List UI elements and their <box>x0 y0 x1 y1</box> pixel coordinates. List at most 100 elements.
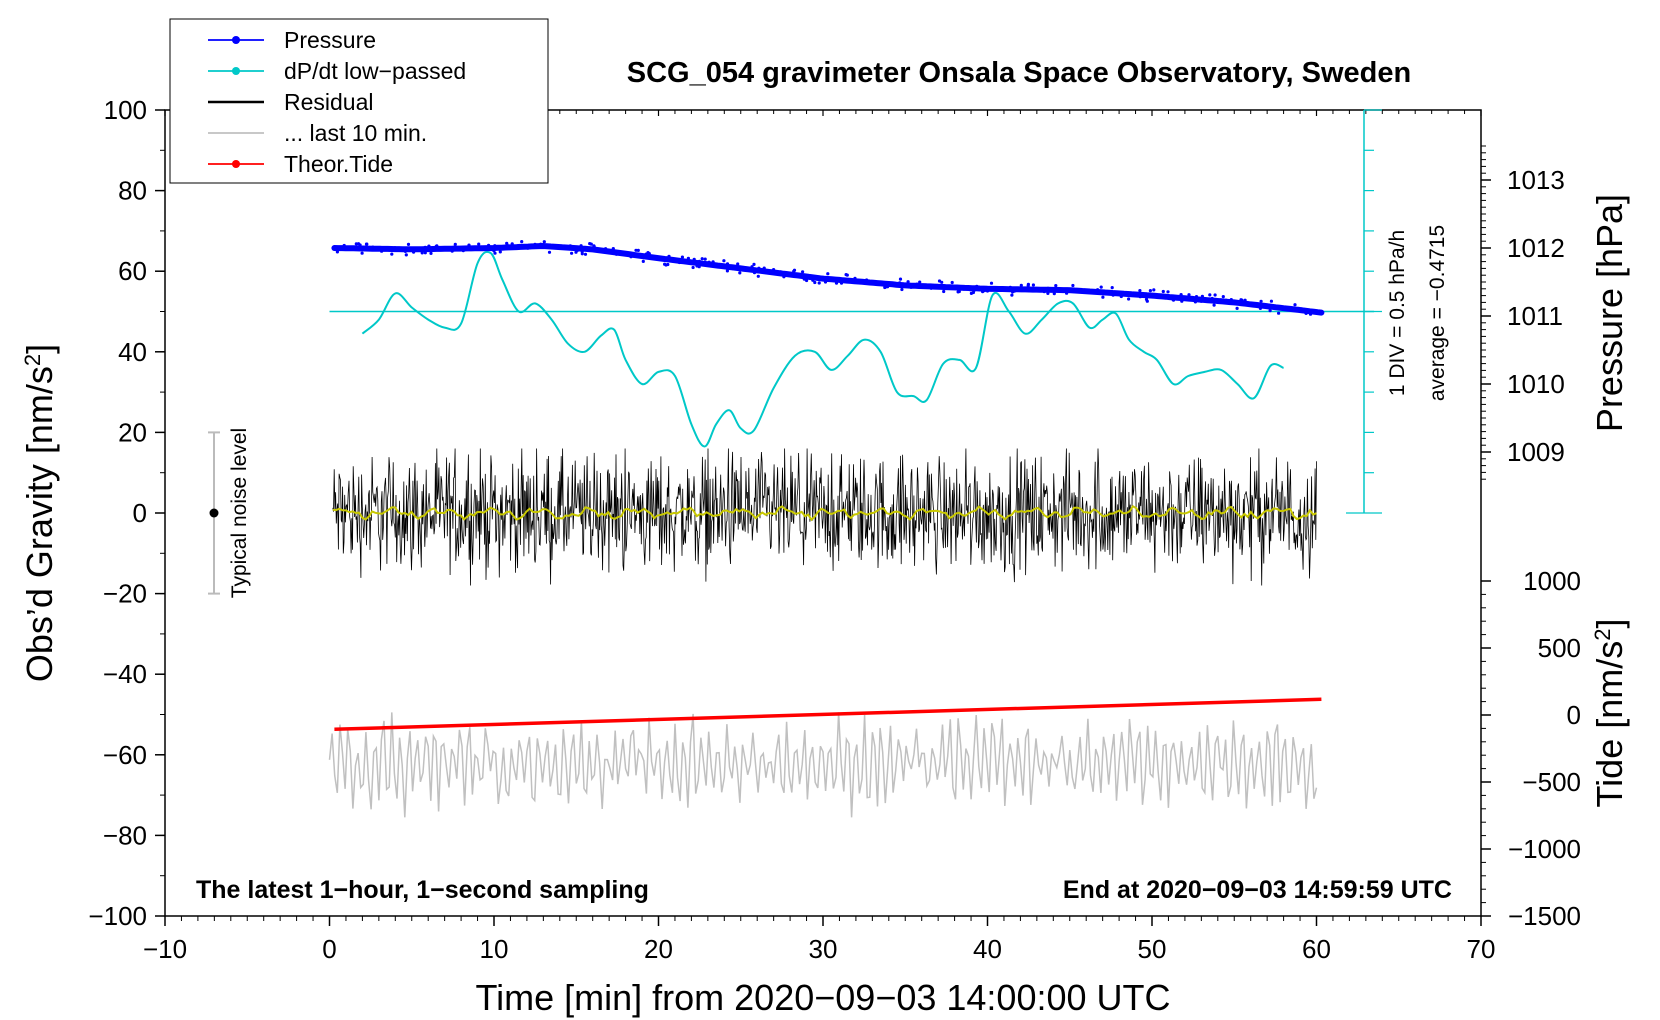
pressure-point <box>1180 299 1184 303</box>
pressure-point <box>1200 294 1204 298</box>
pressure-point <box>1219 298 1223 302</box>
pressure-point <box>453 242 457 246</box>
pressure-point <box>580 250 584 254</box>
pressure-point <box>1138 295 1142 299</box>
pressure-point <box>981 290 985 294</box>
pressure-point <box>461 249 465 253</box>
pressure-tick-label: 1009 <box>1507 437 1565 467</box>
pressure-point <box>684 260 688 264</box>
legend-label: Residual <box>284 89 374 115</box>
pressure-point <box>434 244 438 249</box>
pressure-point <box>540 244 545 248</box>
pressure-point <box>1052 292 1056 296</box>
pressure-point <box>1170 297 1174 301</box>
y-tick-label: 0 <box>133 498 147 528</box>
pressure-point <box>380 249 384 253</box>
pressure-point <box>393 246 397 250</box>
pressure-point <box>498 250 502 254</box>
pressure-point <box>1229 298 1233 302</box>
pressure-point <box>575 248 580 252</box>
pressure-point <box>533 242 537 246</box>
pressure-point <box>652 255 656 259</box>
x-axis: −10 0 10 20 30 40 50 60 70 <box>143 110 1495 964</box>
pressure-point <box>813 280 817 285</box>
tide-tick-label: 0 <box>1567 700 1581 730</box>
average-label: average = −0.4715 <box>1426 225 1449 401</box>
pressure-point <box>956 290 960 294</box>
pressure-point <box>1122 292 1126 297</box>
pressure-point <box>762 266 766 270</box>
pressure-point <box>950 280 954 285</box>
pressure-point <box>934 285 938 289</box>
pressure-point <box>839 281 844 285</box>
noise-level-indicator <box>208 431 220 595</box>
legend-label: Pressure <box>284 27 376 53</box>
pressure-point <box>805 278 809 283</box>
pressure-point <box>1010 293 1014 297</box>
pressure-point <box>722 259 726 263</box>
pressure-point <box>547 250 552 254</box>
pressure-point <box>388 247 393 251</box>
pressure-point <box>542 240 546 244</box>
y-tick-label: −60 <box>103 740 147 770</box>
pressure-point <box>825 276 829 280</box>
pressure-point <box>450 249 454 253</box>
pressure-point <box>487 243 491 247</box>
pressure-point <box>1110 286 1114 290</box>
pressure-point <box>1224 298 1228 302</box>
pressure-point <box>677 260 682 265</box>
pressure-point <box>371 245 375 249</box>
pressure-point <box>1152 288 1156 292</box>
legend-label: ... last 10 min. <box>284 120 427 146</box>
pressure-point <box>333 247 337 251</box>
last-10-min-line <box>328 712 1318 818</box>
y-axis-tide: 1000 500 0 −500 −1000 −1500 <box>1481 566 1581 931</box>
pressure-point <box>465 247 469 251</box>
pressure-point <box>493 251 497 255</box>
pressure-point <box>962 287 966 291</box>
pressure-point <box>647 252 651 256</box>
residual-smoothed-line <box>332 504 1317 522</box>
pressure-point <box>1156 294 1160 298</box>
pressure-point <box>1026 284 1030 288</box>
pressure-point <box>782 275 786 279</box>
pressure-point <box>985 289 990 293</box>
pressure-point <box>1187 293 1191 297</box>
pressure-point <box>1208 293 1212 297</box>
pressure-point <box>801 270 805 274</box>
sampling-note: The latest 1−hour, 1−second sampling <box>196 876 649 904</box>
pressure-point <box>354 242 358 246</box>
pressure-point <box>636 248 640 252</box>
y-tick-label: −40 <box>103 659 147 689</box>
pressure-point <box>667 254 671 258</box>
pressure-point <box>1212 303 1216 307</box>
x-axis-title: Time [min] from 2020−09−03 14:00:00 UTC <box>475 977 1170 1018</box>
tide-tick-label: 1000 <box>1523 566 1581 596</box>
pressure-point <box>1042 290 1046 294</box>
legend-marker <box>232 36 240 44</box>
pressure-point <box>817 281 821 285</box>
y-axis-title-tide: Tide [nm/s2] <box>1589 619 1630 808</box>
pressure-point <box>1001 288 1005 292</box>
pressure-point <box>1138 289 1142 293</box>
pressure-point <box>1308 312 1313 316</box>
pressure-point <box>608 249 612 253</box>
pressure-point <box>1193 300 1197 304</box>
pressure-point <box>1299 307 1303 311</box>
pressure-point <box>1031 283 1035 287</box>
pressure-point <box>929 286 933 290</box>
pressure-point <box>918 280 922 284</box>
pressure-point <box>1148 289 1152 293</box>
pressure-point <box>772 268 776 272</box>
pressure-point <box>686 256 691 260</box>
x-tick-label: −10 <box>143 934 187 964</box>
pressure-point <box>1073 289 1077 293</box>
pressure-point <box>364 246 369 251</box>
pressure-point <box>1019 287 1023 291</box>
pressure-point <box>865 278 869 282</box>
pressure-point <box>592 244 596 248</box>
pressure-point <box>971 290 976 295</box>
pressure-point <box>1103 290 1107 294</box>
pressure-point <box>604 247 608 251</box>
